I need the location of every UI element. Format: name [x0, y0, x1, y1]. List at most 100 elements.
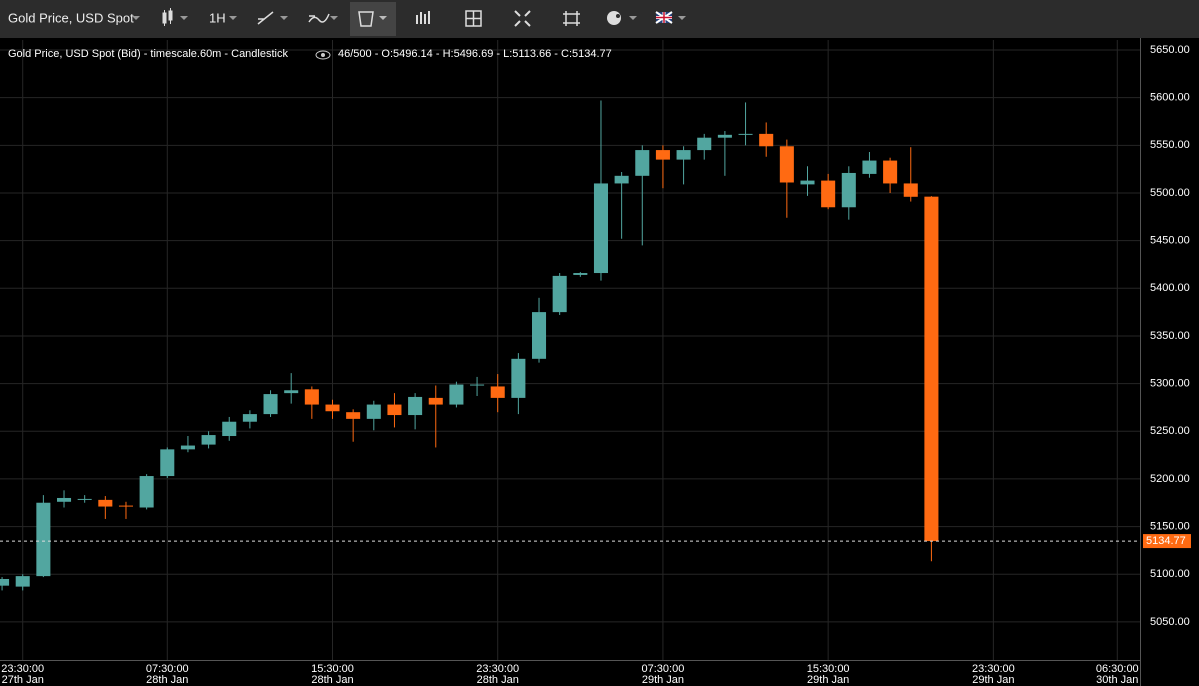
- candle-body: [304, 389, 319, 405]
- candle-body: [428, 397, 443, 405]
- toolbar-bg: [0, 0, 1199, 38]
- grid: [0, 40, 1140, 660]
- x-tick-label: 23:30:00: [476, 663, 519, 675]
- candle-body: [800, 180, 815, 185]
- candle-body: [676, 150, 691, 160]
- y-tick-label: 5400.00: [1150, 282, 1190, 294]
- x-tick-label: 23:30:00: [1, 663, 44, 675]
- x-tick-date: 27th Jan: [2, 674, 44, 686]
- legend-values: 46/500 - O:5496.14 - H:5496.69 - L:5113.…: [338, 48, 612, 60]
- palette-dot: [616, 14, 620, 18]
- last-price-label: 5134.77: [1146, 535, 1186, 547]
- candle-body: [779, 146, 794, 183]
- y-tick-label: 5250.00: [1150, 425, 1190, 437]
- fullscreen-icon[interactable]: [514, 10, 531, 27]
- axis-labels: 5000.005050.005100.005150.005200.005250.…: [1, 44, 1191, 686]
- candle-body: [903, 183, 918, 197]
- dropdown-arrow: [678, 16, 686, 20]
- y-tick-label: 5350.00: [1150, 330, 1190, 342]
- candle-body: [242, 414, 257, 422]
- toolbar: Gold Price, USD Spot 1H: [0, 0, 1199, 38]
- dropdown-arrow: [180, 16, 188, 20]
- candle-icon[interactable]: [162, 8, 173, 26]
- palette-icon[interactable]: [607, 11, 621, 25]
- candle-body: [635, 150, 650, 176]
- x-tick-date: 28th Jan: [311, 674, 353, 686]
- candle-body: [36, 502, 51, 577]
- candle-body: [284, 390, 299, 394]
- candle-body: [77, 498, 92, 500]
- dropdown-arrow: [132, 16, 140, 20]
- candle-body: [180, 445, 195, 450]
- interval[interactable]: 1H: [209, 10, 226, 25]
- dropdown-arrow: [229, 16, 237, 20]
- x-tick-label: 23:30:00: [972, 663, 1015, 675]
- candle-body: [511, 358, 526, 398]
- candle-body: [470, 384, 485, 386]
- dropdown-arrow: [379, 16, 387, 20]
- candle-body: [201, 435, 216, 445]
- x-tick-date: 28th Jan: [477, 674, 519, 686]
- y-tick-label: 5050.00: [1150, 616, 1190, 628]
- candle-body: [366, 404, 381, 419]
- x-tick-label: 15:30:00: [807, 663, 850, 675]
- candle-body: [552, 275, 567, 313]
- x-tick-label: 07:30:00: [642, 663, 685, 675]
- candle-body: [57, 497, 72, 502]
- indicator-icon[interactable]: [308, 13, 330, 23]
- x-tick-date: 29th Jan: [642, 674, 684, 686]
- y-tick-label: 5100.00: [1150, 568, 1190, 580]
- y-tick-label: 5200.00: [1150, 473, 1190, 485]
- x-tick-date: 29th Jan: [807, 674, 849, 686]
- layout-icon[interactable]: [465, 10, 482, 27]
- candle-body: [614, 175, 629, 184]
- candle-body: [0, 578, 10, 586]
- language-flag[interactable]: [655, 11, 673, 24]
- dropdown-arrow: [330, 16, 338, 20]
- y-tick-label: 5550.00: [1150, 139, 1190, 151]
- line-tool-icon[interactable]: [257, 11, 274, 25]
- candle-body: [697, 137, 712, 151]
- candle-body: [862, 160, 877, 174]
- y-tick-labels: 5000.005050.005100.005150.005200.005250.…: [1150, 44, 1190, 628]
- candle-body: [98, 499, 113, 507]
- candle-body: [841, 172, 856, 208]
- candle-body: [717, 134, 732, 138]
- eye-icon[interactable]: [315, 50, 331, 60]
- candle-body: [738, 133, 753, 135]
- candle-body: [883, 160, 898, 184]
- candle-body: [449, 384, 464, 405]
- candle-body: [573, 273, 588, 275]
- candle-body: [387, 404, 402, 416]
- candle-body: [346, 412, 361, 419]
- x-tick-date: 29th Jan: [972, 674, 1014, 686]
- candle-body: [408, 396, 423, 416]
- candle-body: [759, 133, 774, 147]
- x-tick-label: 15:30:00: [311, 663, 354, 675]
- candle-body: [222, 421, 237, 437]
- y-tick-label: 5500.00: [1150, 187, 1190, 199]
- crop-icon[interactable]: [563, 11, 580, 26]
- dropdown-arrow: [629, 16, 637, 20]
- volume-icon[interactable]: [416, 11, 430, 24]
- candle-body: [490, 386, 505, 398]
- tool-active-bg: [350, 2, 396, 36]
- x-tick-date: 30th Jan: [1096, 674, 1138, 686]
- y-tick-label: 5300.00: [1150, 378, 1190, 390]
- y-tick-label: 5450.00: [1150, 235, 1190, 247]
- x-tick-label: 06:30:00: [1096, 663, 1139, 675]
- candle-body: [655, 150, 670, 160]
- candle-body: [139, 476, 154, 508]
- dropdown-arrow: [280, 16, 288, 20]
- candle-body: [924, 196, 939, 542]
- candle-body: [325, 404, 340, 412]
- symbol-name[interactable]: Gold Price, USD Spot: [8, 10, 134, 25]
- candle-body: [15, 576, 30, 587]
- trash-icon[interactable]: [358, 11, 374, 27]
- legend-title: Gold Price, USD Spot (Bid) - timescale.6…: [8, 48, 288, 60]
- candle-body: [593, 183, 608, 274]
- last-price-box: [1143, 534, 1191, 549]
